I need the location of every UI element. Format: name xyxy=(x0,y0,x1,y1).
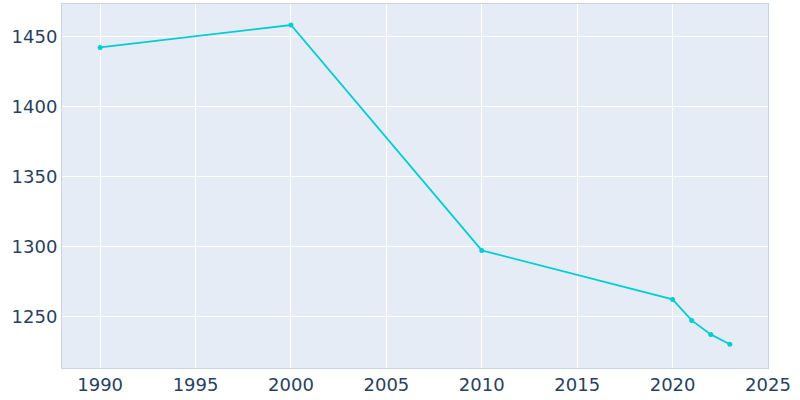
svg-text:2000: 2000 xyxy=(268,374,314,395)
svg-text:2020: 2020 xyxy=(650,374,696,395)
svg-text:2010: 2010 xyxy=(459,374,505,395)
svg-text:1990: 1990 xyxy=(77,374,123,395)
svg-text:2015: 2015 xyxy=(554,374,600,395)
svg-text:2025: 2025 xyxy=(745,374,791,395)
svg-text:1350: 1350 xyxy=(12,166,58,187)
svg-text:1300: 1300 xyxy=(12,236,58,257)
svg-text:1400: 1400 xyxy=(12,96,58,117)
svg-text:1450: 1450 xyxy=(12,26,58,47)
svg-text:1995: 1995 xyxy=(173,374,219,395)
svg-text:2005: 2005 xyxy=(363,374,409,395)
svg-text:1250: 1250 xyxy=(12,306,58,327)
